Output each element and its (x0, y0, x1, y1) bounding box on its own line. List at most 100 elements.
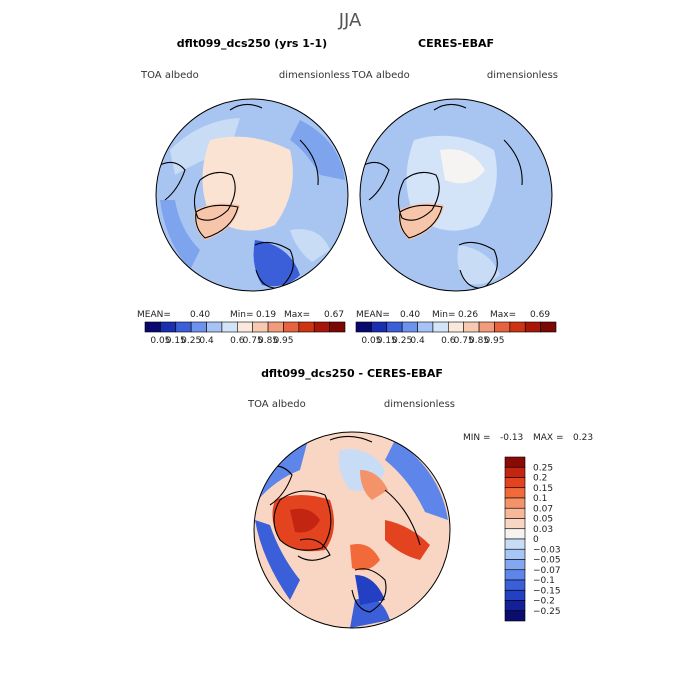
colorbar (144, 321, 346, 333)
colorbar (504, 456, 526, 622)
colorbar-swatch (504, 538, 526, 550)
max-label: MAX = (533, 433, 564, 443)
colorbar-tick-label: 0.05 (361, 336, 381, 346)
colorbar-tick-label: 0.4 (199, 336, 214, 346)
map-border (155, 98, 349, 292)
colorbar-swatch (267, 321, 284, 333)
colorbar-swatch (252, 321, 269, 333)
colorbar-swatch (504, 559, 526, 571)
mean-label: MEAN= (356, 310, 390, 320)
colorbar-swatch (504, 548, 526, 560)
colorbar-swatch (448, 321, 464, 333)
mean-value: 0.40 (190, 310, 210, 320)
colorbar-tick-label: 0.15 (377, 336, 397, 346)
colorbar-tick-label: 0.95 (484, 336, 504, 346)
colorbar-swatch (386, 321, 403, 333)
colorbar-tick-label: 0.25 (533, 463, 553, 473)
colorbar-swatch (190, 321, 207, 333)
colorbar-swatch (298, 321, 315, 333)
panel-title: dflt099_dcs250 - CERES-EBAF (261, 367, 443, 380)
colorbar-tick-label: 0.95 (273, 336, 293, 346)
colorbar-tick-label: 0.15 (166, 336, 186, 346)
units-label: dimensionless (279, 70, 350, 81)
max-label: Max= (284, 310, 310, 320)
colorbar-swatch (504, 528, 526, 540)
polar-map (254, 432, 450, 628)
variable-label: TOA albedo (351, 70, 410, 81)
colorbar-swatch (504, 579, 526, 591)
colorbar-swatch (504, 610, 526, 622)
min-value: 0.19 (256, 310, 276, 320)
min-label: Min= (230, 310, 254, 320)
colorbar-tick-label: 0.6 (441, 336, 456, 346)
min-label: MIN = (463, 433, 491, 443)
colorbar-swatch (478, 321, 495, 333)
colorbar-swatch (509, 321, 526, 333)
colorbar-swatch (504, 456, 526, 468)
colorbar-tick-label: −0.07 (533, 566, 561, 576)
colorbar-swatch (504, 569, 526, 581)
colorbar-ticks: 0.250.20.150.10.070.050.030−0.03−0.05−0.… (533, 463, 561, 617)
colorbar-tick-label: 0.25 (181, 336, 201, 346)
panel-model: dflt099_dcs250 (yrs 1-1) TOA albedo dime… (137, 37, 350, 346)
min-label: Min= (432, 310, 456, 320)
colorbar-tick-label: −0.05 (533, 556, 561, 566)
colorbar-swatch (504, 589, 526, 601)
min-value: 0.26 (458, 310, 478, 320)
colorbar-tick-label: −0.2 (533, 597, 555, 607)
colorbar-swatch (221, 321, 238, 333)
colorbar-tick-label: 0.1 (533, 494, 547, 504)
colorbar-tick-label: 0.4 (410, 336, 425, 346)
colorbar-swatch (160, 321, 177, 333)
colorbar-tick-label: 0.6 (230, 336, 245, 346)
colorbar-swatch (504, 477, 526, 489)
units-label: dimensionless (384, 399, 455, 410)
mean-value: 0.40 (400, 310, 420, 320)
variable-label: TOA albedo (140, 70, 199, 81)
colorbar-ticks: 0.050.150.250.4 0.60.750.850.95 (150, 336, 293, 346)
polar-map (360, 99, 552, 291)
colorbar-swatch (540, 321, 557, 333)
colorbar-swatch (504, 487, 526, 499)
colorbar-tick-label: 0.2 (533, 474, 547, 484)
max-value: 0.67 (324, 310, 344, 320)
colorbar-swatch (175, 321, 192, 333)
colorbar-tick-label: −0.15 (533, 586, 561, 596)
colorbar-tick-label: −0.03 (533, 545, 561, 555)
colorbar-swatch (313, 321, 330, 333)
colorbar-swatch (504, 507, 526, 519)
panel-title: dflt099_dcs250 (yrs 1-1) (177, 37, 327, 50)
mean-label: MEAN= (137, 310, 171, 320)
colorbar-swatch (494, 321, 511, 333)
min-value: -0.13 (500, 433, 523, 443)
colorbar-swatch (206, 321, 223, 333)
colorbar-swatch (524, 321, 541, 333)
coastlines (363, 103, 523, 289)
colorbar-tick-label: −0.1 (533, 576, 555, 586)
colorbar-tick-label: 0.07 (533, 504, 553, 514)
colorbar-ticks: 0.050.150.250.4 0.60.750.850.95 (361, 336, 504, 346)
colorbar-tick-label: 0.03 (533, 525, 553, 535)
colorbar-swatch (504, 600, 526, 612)
colorbar-tick-label: −0.25 (533, 607, 561, 617)
colorbar-tick-label: 0.05 (150, 336, 170, 346)
map-border (253, 431, 451, 629)
polar-map (156, 99, 348, 291)
colorbar-swatch (371, 321, 388, 333)
colorbar-tick-label: 0.85 (469, 336, 489, 346)
colorbar-tick-label: 0.15 (533, 484, 553, 494)
colorbar-swatch (283, 321, 300, 333)
colorbar-swatch (401, 321, 418, 333)
colorbar-swatch (144, 321, 161, 333)
panel-observations: CERES-EBAF TOA albedo dimensionless MEAN… (351, 37, 558, 346)
colorbar (355, 321, 557, 333)
colorbar-tick-label: 0.75 (454, 336, 474, 346)
coastlines (159, 103, 319, 289)
max-value: 0.23 (573, 433, 593, 443)
colorbar-tick-label: 0.25 (392, 336, 412, 346)
colorbar-tick-label: 0.85 (258, 336, 278, 346)
max-label: Max= (490, 310, 516, 320)
max-value: 0.69 (530, 310, 550, 320)
colorbar-swatch (504, 466, 526, 478)
